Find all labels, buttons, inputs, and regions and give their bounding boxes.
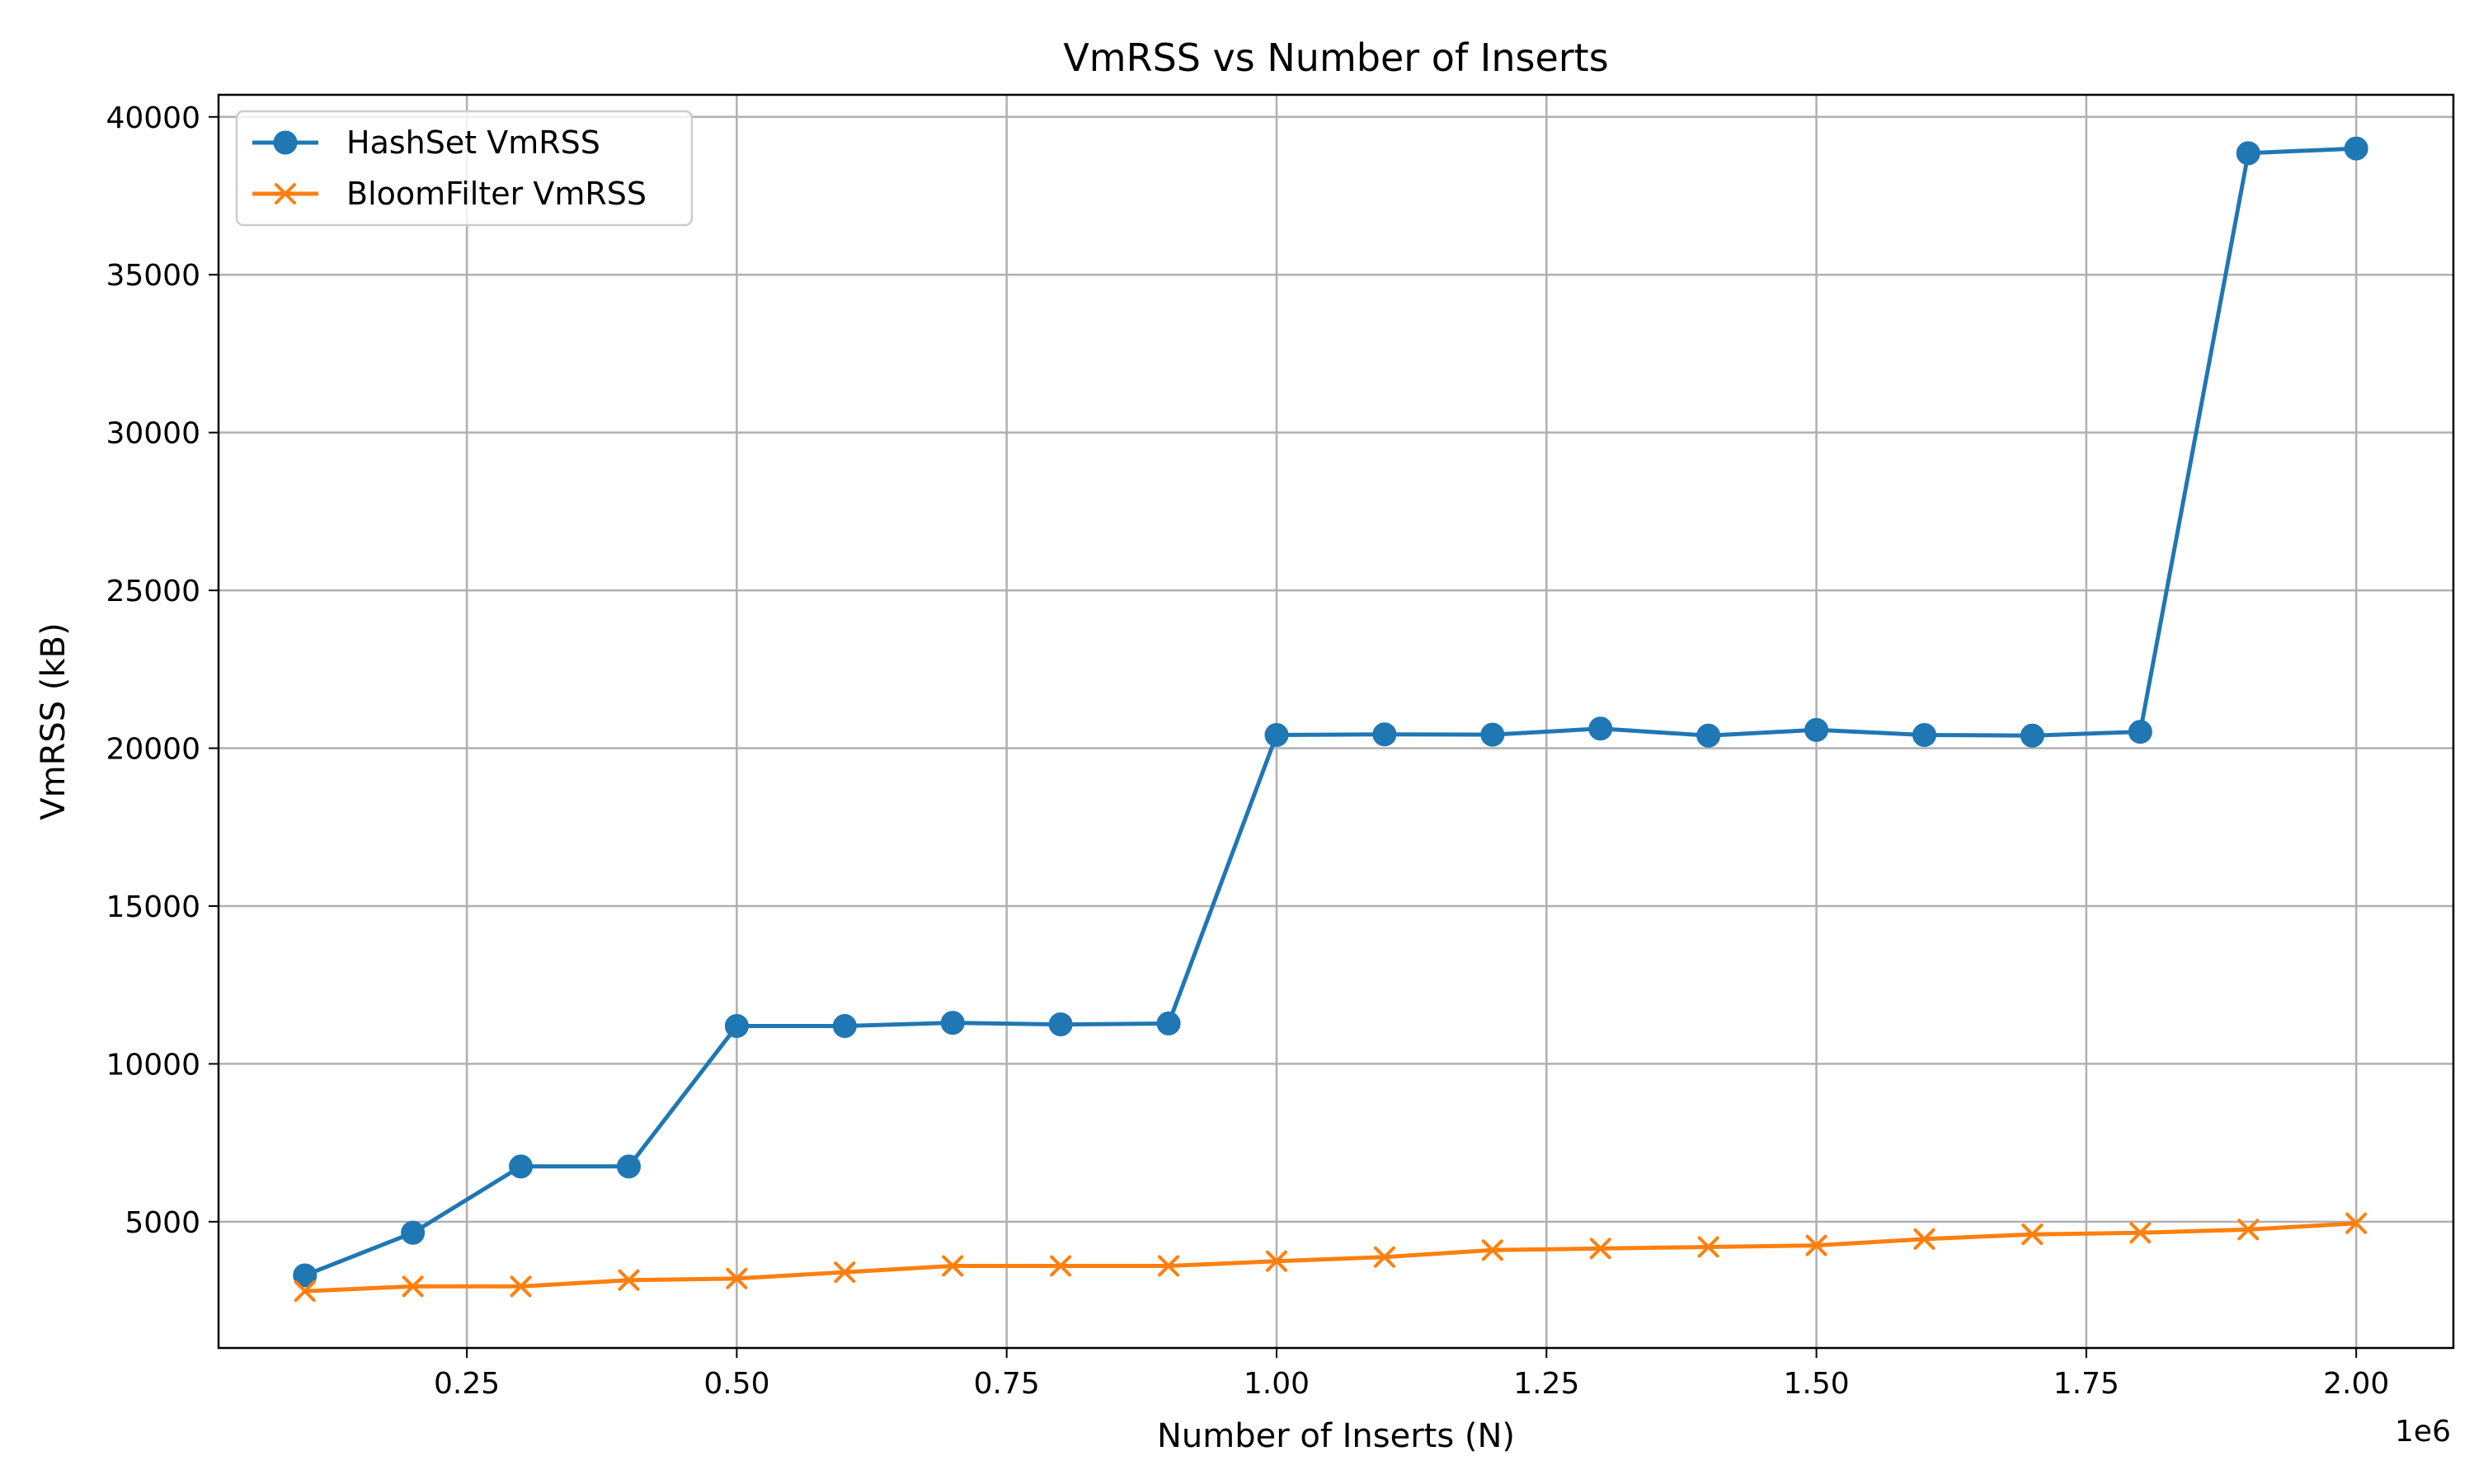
data-point <box>942 1255 964 1277</box>
x-axis-label: Number of Inserts (N) <box>1157 1417 1515 1455</box>
legend-marker <box>275 183 296 204</box>
legend-marker <box>273 130 298 155</box>
data-point <box>2344 136 2368 161</box>
data-point <box>2020 723 2044 748</box>
data-point <box>1588 716 1613 741</box>
data-point <box>2128 720 2152 744</box>
x-tick-label: 1.25 <box>1513 1367 1579 1401</box>
data-point <box>2129 1222 2152 1244</box>
legend-entry: HashSet VmRSS <box>252 124 600 161</box>
x-tick-label: 0.25 <box>434 1367 500 1401</box>
data-point <box>834 1261 856 1284</box>
y-tick-label: 20000 <box>106 733 200 767</box>
y-tick-label: 5000 <box>125 1206 200 1240</box>
data-point <box>1912 722 1937 747</box>
data-point <box>616 1154 641 1179</box>
data-point <box>2021 1223 2044 1246</box>
series-1 <box>293 136 2368 1288</box>
legend-label: BloomFilter VmRSS <box>346 176 647 212</box>
data-point <box>1805 1234 1827 1256</box>
data-point <box>618 1269 640 1291</box>
x-tick-label: 0.75 <box>974 1367 1040 1401</box>
data-point <box>1804 717 1829 742</box>
y-tick-label: 35000 <box>106 259 200 293</box>
data-point <box>1265 1250 1287 1272</box>
data-point <box>1481 1239 1503 1261</box>
x-tick-label: 1.00 <box>1244 1367 1310 1401</box>
data-point <box>1373 1246 1395 1268</box>
data-point <box>2237 1219 2260 1241</box>
data-point <box>402 1275 424 1298</box>
data-point <box>293 1263 317 1288</box>
data-point <box>832 1013 857 1038</box>
x-tick-label: 1.75 <box>2053 1367 2119 1401</box>
grid <box>219 95 2453 1348</box>
legend-entry: BloomFilter VmRSS <box>252 176 647 212</box>
data-point <box>1913 1228 1935 1250</box>
data-point <box>1156 1011 1181 1036</box>
data-point <box>940 1011 965 1036</box>
series <box>293 136 2368 1303</box>
data-point <box>726 1267 748 1289</box>
plot-frame <box>217 93 2455 1350</box>
data-point <box>1480 722 1505 747</box>
series-line <box>303 146 2357 1278</box>
series-2 <box>294 1212 2368 1303</box>
ticks: 0.25 0.50 0.75 1.00 1.25 1.50 1.75 2.00 5000 1000… <box>106 101 2389 1401</box>
data-point <box>401 1220 426 1245</box>
data-point <box>294 1280 316 1303</box>
data-point <box>1048 1012 1073 1037</box>
data-point <box>509 1154 534 1179</box>
data-point <box>1264 722 1289 747</box>
chart-title: VmRSS vs Number of Inserts <box>1063 35 1608 80</box>
y-tick-label: 40000 <box>106 101 200 135</box>
x-tick-label: 1.50 <box>1784 1367 1850 1401</box>
data-point <box>1050 1255 1072 1277</box>
data-point <box>724 1013 749 1038</box>
data-point <box>510 1275 532 1298</box>
x-tick-label: 0.50 <box>703 1367 769 1401</box>
legend-box <box>235 110 694 227</box>
data-point <box>1589 1237 1611 1260</box>
y-tick-label: 25000 <box>106 575 200 608</box>
x-tick-label: 2.00 <box>2323 1367 2389 1401</box>
series-line <box>304 1221 2357 1294</box>
y-tick-label: 30000 <box>106 417 200 451</box>
data-point <box>1697 1236 1719 1258</box>
data-point <box>1372 722 1397 747</box>
y-tick-label: 10000 <box>106 1048 200 1082</box>
legend: HashSet VmRSS BloomFilter VmRSS <box>235 110 694 227</box>
y-axis-label: VmRSS (kB) <box>35 622 73 819</box>
data-point <box>2345 1212 2368 1234</box>
data-point <box>1696 723 1721 748</box>
data-point <box>2236 141 2260 166</box>
x-offset-label: 1e6 <box>2395 1415 2451 1449</box>
data-point <box>1158 1255 1180 1277</box>
y-tick-label: 15000 <box>106 890 200 924</box>
legend-label: HashSet VmRSS <box>346 124 600 161</box>
